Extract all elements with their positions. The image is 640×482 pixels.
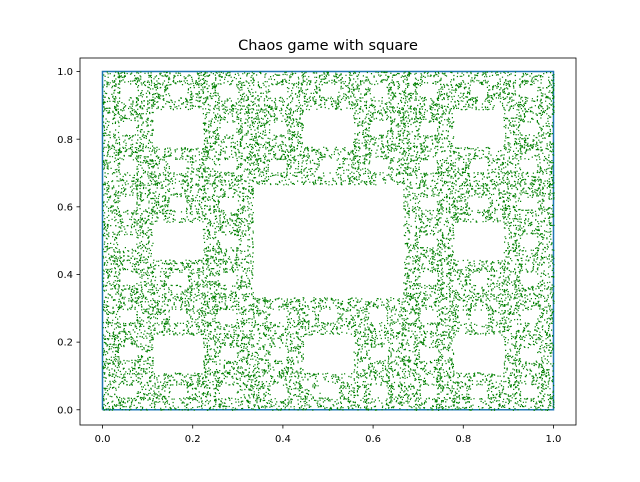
y-tick-label: 1.0 bbox=[57, 67, 73, 78]
axes: 0.0 0.2 0.4 0.6 0.8 1.0 0.0 0.2 0.4 0.6 0.8 1.0 bbox=[57, 57, 577, 445]
x-tick-label: 0.8 bbox=[455, 434, 471, 445]
x-tick-label: 0.6 bbox=[365, 434, 381, 445]
x-tick-label: 0.0 bbox=[95, 434, 111, 445]
y-tick-label: 0.6 bbox=[57, 202, 73, 213]
chart-title: Chaos game with square bbox=[238, 38, 418, 54]
x-tick-label: 1.0 bbox=[546, 434, 562, 445]
plot-area bbox=[101, 70, 555, 411]
y-tick-label: 0.2 bbox=[57, 338, 73, 349]
y-tick-label: 0.4 bbox=[57, 270, 73, 281]
y-tick-label: 0.0 bbox=[57, 405, 73, 416]
series-line-square bbox=[101, 70, 555, 411]
y-tick-label: 0.8 bbox=[57, 135, 73, 146]
x-tick-label: 0.2 bbox=[185, 434, 201, 445]
axes-frame bbox=[79, 57, 577, 426]
x-tick-label: 0.4 bbox=[275, 434, 291, 445]
